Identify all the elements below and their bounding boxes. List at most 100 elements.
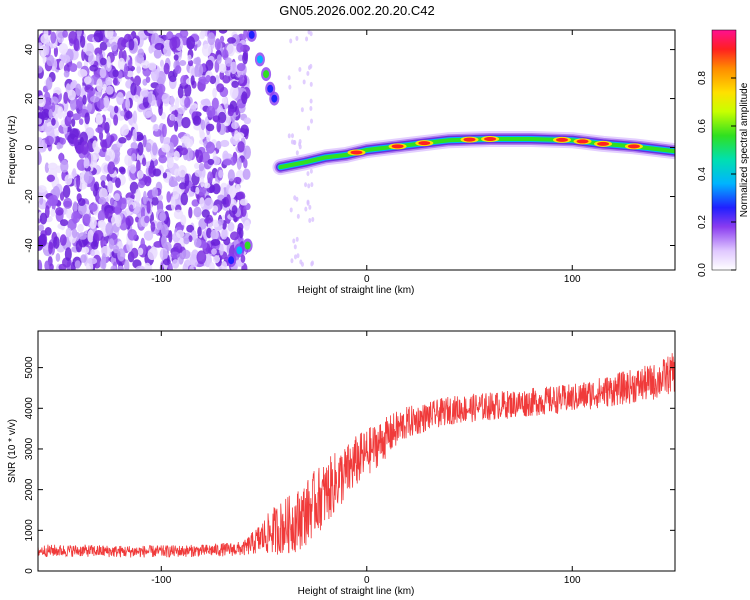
noise-blob (98, 131, 104, 141)
spectrogram-y-axis-label: Frequency (Hz) (7, 116, 18, 185)
noise-blob (230, 138, 241, 145)
noise-blob (116, 92, 125, 106)
noise-blob (209, 262, 215, 270)
noise-blob (84, 112, 90, 125)
noise-blob (125, 215, 134, 227)
noise-blob (77, 223, 84, 233)
noise-blob (222, 158, 233, 166)
noise-blob (176, 229, 185, 239)
noise-blob (104, 155, 111, 162)
noise-blob (74, 260, 81, 269)
noise-blob (159, 247, 169, 261)
noise-blob (151, 142, 158, 156)
noise-blob (295, 236, 299, 242)
noise-blob (141, 90, 150, 98)
noise-blob (309, 168, 313, 174)
noise-blob (229, 85, 239, 99)
noise-blob (216, 120, 221, 133)
noise-blob (114, 205, 121, 216)
noise-blob (136, 134, 144, 141)
noise-blob (100, 174, 107, 182)
noise-blob (107, 180, 113, 194)
noise-blob (38, 138, 44, 151)
noise-blob (59, 234, 67, 246)
noise-blob (207, 32, 216, 46)
noise-blob (293, 195, 297, 201)
noise-blob (302, 79, 306, 85)
noise-blob (223, 153, 233, 160)
noise-blob (117, 248, 126, 262)
noise-blob (197, 226, 202, 237)
noise-blob (309, 81, 313, 87)
ridge-hotspot-core (576, 139, 589, 144)
noise-blob (162, 42, 171, 57)
noise-blob (289, 207, 293, 213)
noise-blob (290, 139, 294, 145)
noise-blob (110, 41, 118, 52)
noise-blob (167, 156, 174, 169)
noise-blob (148, 164, 154, 174)
noise-blob (162, 172, 168, 179)
noise-blob (230, 61, 238, 75)
noise-blob (307, 65, 311, 71)
noise-blob (243, 158, 248, 169)
noise-blob (71, 118, 76, 127)
noise-blob (188, 235, 193, 243)
noise-blob (218, 169, 224, 179)
noise-blob (108, 238, 115, 250)
noise-blob (105, 207, 113, 220)
noise-blob (205, 59, 214, 71)
noise-blob (211, 219, 220, 228)
noise-blob (307, 30, 311, 35)
noise-blob (132, 128, 138, 143)
noise-blob (83, 171, 94, 184)
noise-blob (58, 60, 64, 70)
noise-blob (126, 70, 134, 78)
noise-blob (305, 36, 309, 42)
noise-blob (200, 119, 206, 131)
noise-blob (243, 30, 248, 40)
noise-blob (129, 204, 134, 211)
noise-blob (87, 257, 98, 265)
noise-blob (148, 45, 154, 54)
noise-blob (177, 107, 186, 115)
noise-blob (38, 117, 42, 125)
spectrogram-ytick-label: -40 (24, 238, 35, 253)
noise-blob (88, 202, 98, 212)
noise-blob (103, 95, 110, 108)
spectrogram-xtick-label: -100 (151, 274, 171, 285)
noise-blob (201, 43, 212, 57)
noise-blob (48, 108, 53, 119)
noise-blob (125, 97, 131, 111)
noise-blob (193, 162, 200, 170)
noise-blob (48, 194, 59, 206)
noise-blob (231, 121, 240, 130)
noise-blob (204, 217, 212, 224)
noise-blob (117, 37, 127, 51)
noise-blob (212, 205, 219, 213)
noise-blob (236, 157, 242, 170)
noise-blob (240, 254, 246, 263)
noise-blob (203, 182, 211, 189)
noise-blob (94, 47, 103, 56)
snr-ytick-label: 1000 (24, 519, 35, 542)
ridge-hotspot-core (463, 137, 476, 142)
noise-blob (236, 42, 244, 53)
noise-blob (62, 30, 68, 38)
noise-blob (192, 115, 202, 126)
snr-x-axis-label: Height of straight line (km) (298, 586, 415, 597)
noise-blob (83, 246, 90, 254)
noise-blob (227, 108, 234, 117)
noise-blob (115, 214, 122, 228)
spectrogram-panel: -100 0 100 -40 -20 0 20 40 Height of straight … (7, 29, 676, 296)
snr-ytick-label: 0 (24, 568, 35, 574)
branch-blob-core (248, 30, 255, 39)
noise-blob (309, 105, 313, 111)
noise-blob (161, 234, 167, 248)
noise-blob (129, 164, 137, 174)
noise-blob (195, 56, 202, 66)
noise-blob (242, 51, 248, 65)
noise-blob (79, 35, 86, 48)
noise-blob (96, 78, 103, 93)
noise-blob (292, 238, 296, 244)
